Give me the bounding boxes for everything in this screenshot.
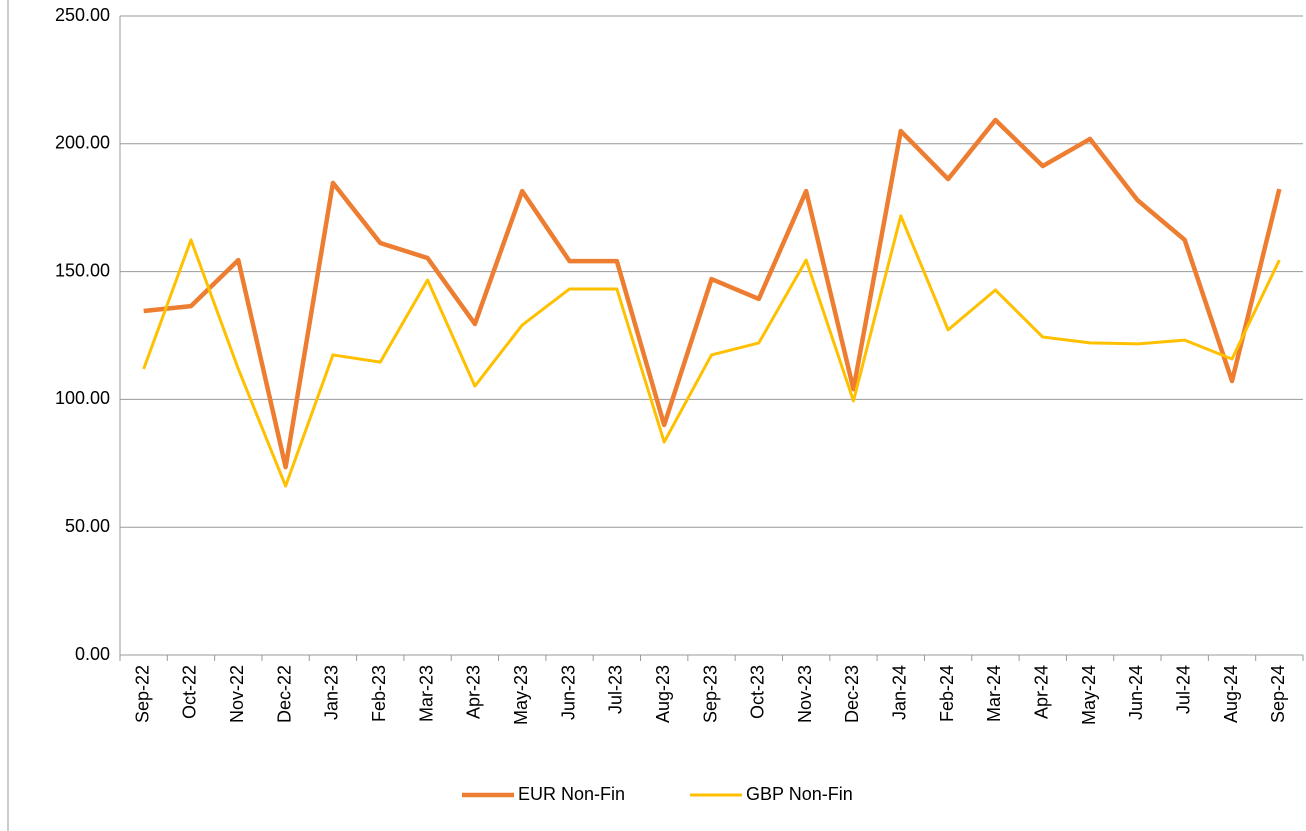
legend-label: EUR Non-Fin xyxy=(518,784,625,804)
x-tick-label: Nov-22 xyxy=(227,665,247,723)
x-tick-label: Jul-23 xyxy=(606,665,626,714)
x-tick-label: Nov-23 xyxy=(795,665,815,723)
x-tick-label: Oct-23 xyxy=(748,665,768,719)
x-tick-label: Oct-22 xyxy=(180,665,200,719)
y-tick-label: 250.00 xyxy=(55,5,110,25)
series-line xyxy=(142,214,1281,488)
x-tick-label: Jan-24 xyxy=(890,665,910,720)
x-tick-label: Dec-22 xyxy=(274,665,294,723)
x-tick-label: May-24 xyxy=(1079,665,1099,725)
x-tick-label: Aug-23 xyxy=(653,665,673,723)
series-line xyxy=(143,117,1282,470)
x-tick-label: Apr-24 xyxy=(1031,665,1051,719)
x-tick-label: Mar-24 xyxy=(984,665,1004,722)
x-tick-label: Apr-23 xyxy=(464,665,484,719)
x-tick-label: Mar-23 xyxy=(416,665,436,722)
x-tick-label: Jan-23 xyxy=(322,665,342,720)
x-tick-label: Jul-24 xyxy=(1173,665,1193,714)
x-tick-label: Jun-23 xyxy=(558,665,578,720)
x-tick-label: Aug-24 xyxy=(1221,665,1241,723)
y-tick-label: 50.00 xyxy=(65,516,110,536)
x-tick-label: Sep-22 xyxy=(132,665,152,723)
x-tick-label: Sep-23 xyxy=(700,665,720,723)
x-tick-label: Feb-23 xyxy=(369,665,389,722)
y-tick-label: 0.00 xyxy=(75,644,110,664)
x-tick-label: May-23 xyxy=(511,665,531,725)
x-tick-label: Jun-24 xyxy=(1126,665,1146,720)
x-tick-label: Sep-24 xyxy=(1268,665,1288,723)
y-tick-label: 100.00 xyxy=(55,388,110,408)
x-tick-label: Feb-24 xyxy=(937,665,957,722)
x-tick-label: Dec-23 xyxy=(842,665,862,723)
y-tick-label: 150.00 xyxy=(55,260,110,280)
y-tick-label: 200.00 xyxy=(55,133,110,153)
legend-label: GBP Non-Fin xyxy=(746,784,853,804)
